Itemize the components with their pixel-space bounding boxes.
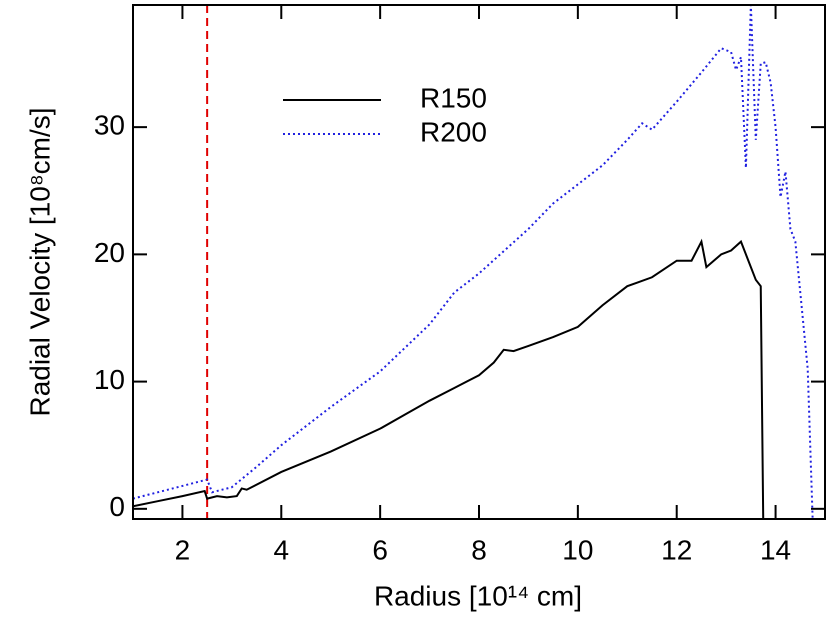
y-axis-title: Radial Velocity [10⁸cm/s] — [24, 107, 55, 416]
plot-area — [133, 5, 814, 519]
legend-label: R150 — [420, 82, 487, 113]
y-tick-label: 20 — [94, 237, 125, 268]
y-tick-label: 10 — [94, 364, 125, 395]
x-tick-label: 4 — [273, 534, 289, 565]
x-tick-label: 10 — [562, 534, 593, 565]
legend-label: R200 — [420, 116, 487, 147]
x-tick-label: 6 — [372, 534, 388, 565]
x-tick-label: 2 — [175, 534, 191, 565]
series-line — [133, 5, 814, 519]
y-tick-label: 0 — [109, 491, 125, 522]
x-tick-label: 12 — [661, 534, 692, 565]
x-tick-label: 14 — [760, 534, 791, 565]
x-axis-title: Radius [10¹⁴ cm] — [374, 580, 582, 611]
x-tick-label: 8 — [471, 534, 487, 565]
y-tick-label: 30 — [94, 110, 125, 141]
series-line — [133, 238, 765, 519]
